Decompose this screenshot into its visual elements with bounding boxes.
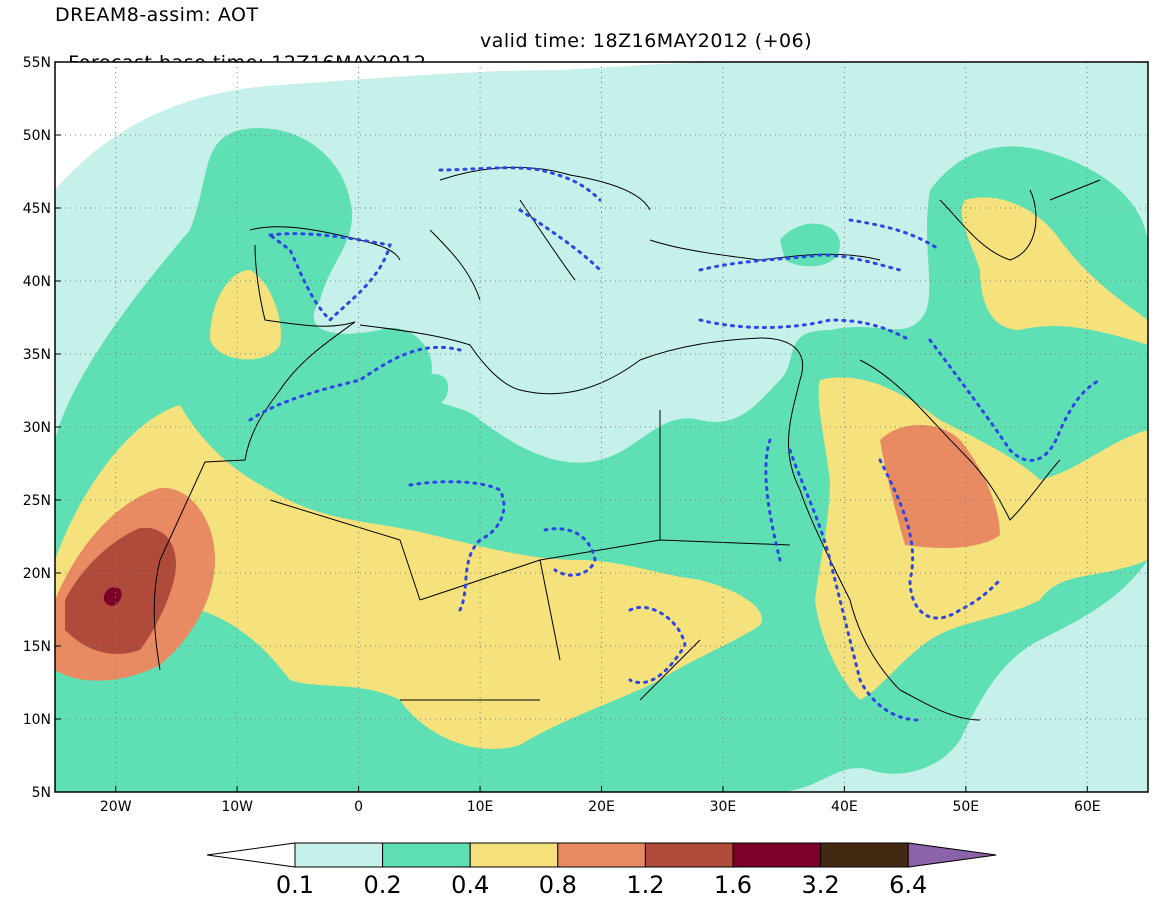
colorbar-label: 0.2 <box>364 871 402 899</box>
lat-tick-label: 55N <box>23 55 51 71</box>
lon-tick-label: 10E <box>467 799 494 815</box>
lat-tick-label: 40N <box>23 274 51 290</box>
dust-contours <box>248 166 1102 722</box>
colorbar-min-arrow <box>206 842 296 868</box>
colorbar-label: 6.4 <box>889 871 927 899</box>
lon-tick-label: 60E <box>1074 799 1101 815</box>
aot-level-1.6 <box>103 587 122 606</box>
aot-level-0.8 <box>55 425 1000 681</box>
lat-tick-label: 20N <box>23 566 51 582</box>
colorbar-swatch <box>820 842 909 868</box>
lat-tick-label: 50N <box>23 128 51 144</box>
lon-tick-label: 40E <box>831 799 858 815</box>
coastlines <box>153 166 1101 721</box>
lat-tick-label: 10N <box>23 712 51 728</box>
axis-ticks: 55N 50N 45N 40N 35N 30N 25N 20N 15N 10N 5N 20W 10W 0 1… <box>23 55 1101 815</box>
aot-map <box>55 62 1148 792</box>
lon-tick-label: 30E <box>710 799 737 815</box>
aot-level-0.4 <box>55 197 1148 749</box>
colorbar-swatch <box>732 842 822 868</box>
colorbar-max-arrow <box>907 842 997 868</box>
colorbar-swatch <box>382 842 471 868</box>
colorbar: 0.1 0.2 0.4 0.8 1.2 1.6 3.2 6.4 <box>206 842 997 899</box>
map-title: DREAM8-assim: AOT <box>55 4 259 26</box>
colorbar-swatch <box>469 842 559 868</box>
colorbar-label: 3.2 <box>802 871 840 899</box>
graticule <box>55 62 1148 792</box>
lat-tick-label: 5N <box>32 785 51 801</box>
valid-time: valid time: 18Z16MAY2012 (+06) <box>480 30 813 52</box>
lat-tick-label: 15N <box>23 639 51 655</box>
colorbar-label: 1.6 <box>714 871 752 899</box>
lon-tick-label: 10W <box>221 799 253 815</box>
lon-tick-label: 20E <box>588 799 615 815</box>
lat-tick-label: 30N <box>23 420 51 436</box>
lon-tick-label: 0 <box>354 799 363 815</box>
lat-tick-label: 35N <box>23 347 51 363</box>
colorbar-swatch <box>557 842 646 868</box>
colorbar-label: 0.1 <box>276 871 314 899</box>
colorbar-swatch <box>644 842 734 868</box>
lon-tick-label: 20W <box>100 799 132 815</box>
colorbar-swatch <box>294 842 384 868</box>
colorbar-label: 0.8 <box>539 871 577 899</box>
colorbar-label: 1.2 <box>626 871 664 899</box>
colorbar-label: 0.4 <box>451 871 489 899</box>
lon-tick-label: 50E <box>952 799 979 815</box>
lat-tick-label: 25N <box>23 493 51 509</box>
lat-tick-label: 45N <box>23 201 51 217</box>
